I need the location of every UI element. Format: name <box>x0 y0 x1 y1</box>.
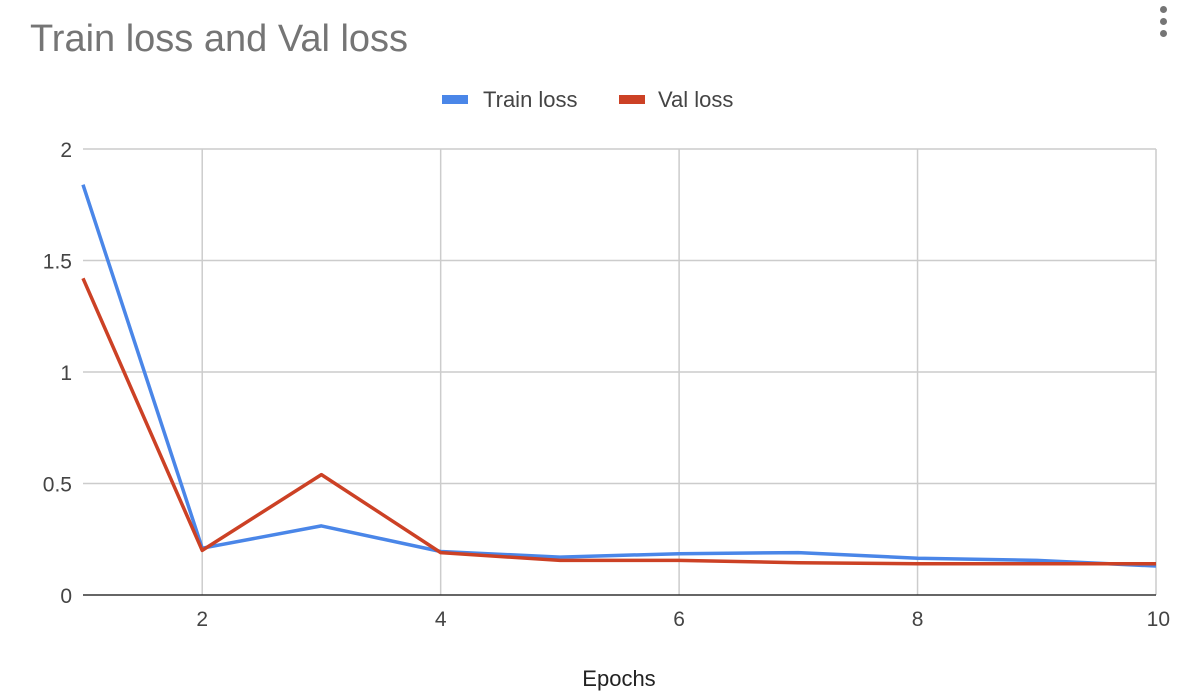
legend-swatch <box>619 95 645 104</box>
series-line <box>81 184 1157 568</box>
x-axis-ticks: 2 4 6 8 10 <box>196 608 1170 631</box>
x-tick-label: 2 <box>196 608 208 631</box>
legend-label: Val loss <box>658 87 733 112</box>
x-tick-label: 4 <box>435 608 447 631</box>
y-tick-label: 1.5 <box>43 251 72 274</box>
y-tick-label: 0 <box>60 585 72 608</box>
series-line <box>81 277 1156 566</box>
y-axis-ticks: 0 0.5 1 1.5 2 <box>43 139 72 608</box>
x-tick-label: 6 <box>673 608 685 631</box>
legend-label: Train loss <box>483 87 578 112</box>
y-tick-label: 2 <box>60 139 72 162</box>
chart-title: Train loss and Val loss <box>30 18 409 60</box>
x-tick-label: 8 <box>912 608 924 631</box>
series-lines <box>81 184 1157 568</box>
y-tick-label: 0.5 <box>43 474 72 497</box>
more-vert-icon[interactable] <box>1154 4 1174 40</box>
legend-swatch <box>442 95 468 104</box>
menu-dot <box>1160 6 1167 13</box>
y-tick-label: 1 <box>60 362 72 385</box>
gridlines <box>83 148 1157 596</box>
menu-dot <box>1160 18 1167 25</box>
x-axis-title: Epochs <box>582 666 655 691</box>
legend: Train loss Val loss <box>442 87 733 112</box>
menu-dot <box>1160 30 1167 37</box>
x-tick-label: 10 <box>1147 608 1170 631</box>
